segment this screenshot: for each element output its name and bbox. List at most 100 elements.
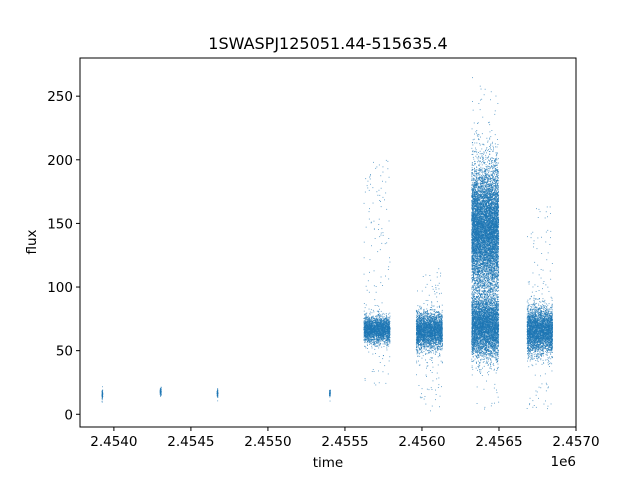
- data-point: [364, 313, 366, 315]
- data-point: [363, 332, 365, 333]
- data-point: [363, 320, 365, 322]
- data-point: [382, 339, 384, 340]
- data-point: [427, 346, 429, 348]
- data-point: [383, 330, 385, 332]
- data-point: [430, 324, 432, 326]
- data-point: [418, 315, 420, 317]
- data-point: [382, 371, 384, 373]
- data-point: [377, 328, 379, 330]
- data-point: [375, 338, 377, 340]
- data-point: [385, 340, 386, 341]
- data-point: [427, 318, 428, 319]
- data-point: [364, 320, 366, 322]
- data-point: [385, 192, 387, 194]
- data-point: [441, 340, 443, 342]
- data-point: [371, 335, 373, 337]
- data-point: [428, 313, 430, 315]
- data-point: [378, 347, 380, 349]
- data-point: [433, 325, 435, 327]
- data-point: [376, 340, 378, 342]
- data-point: [371, 330, 373, 331]
- data-point: [417, 343, 419, 345]
- data-point: [432, 319, 433, 321]
- data-point: [417, 312, 419, 314]
- data-point: [428, 334, 430, 336]
- data-point: [435, 321, 437, 323]
- data-point: [378, 229, 379, 230]
- data-point: [380, 187, 382, 189]
- data-point: [427, 332, 429, 334]
- data-point: [416, 338, 417, 340]
- data-point: [386, 349, 388, 351]
- data-point: [387, 337, 389, 339]
- data-point: [382, 323, 384, 325]
- data-point: [364, 338, 366, 340]
- data-point: [375, 346, 377, 347]
- data-point: [440, 346, 442, 347]
- data-point: [386, 323, 388, 325]
- data-point: [372, 331, 373, 333]
- data-point: [415, 309, 417, 311]
- data-point: [369, 311, 371, 313]
- data-point: [387, 345, 388, 347]
- data-point: [367, 335, 369, 337]
- data-point: [384, 333, 386, 334]
- data-point: [382, 319, 384, 321]
- data-point: [369, 343, 370, 345]
- data-point: [440, 319, 441, 321]
- data-point: [368, 332, 370, 334]
- data-point: [376, 328, 377, 330]
- data-point: [375, 323, 377, 324]
- data-point: [370, 222, 372, 224]
- data-point: [364, 336, 366, 338]
- data-point: [425, 349, 427, 351]
- data-point: [386, 330, 388, 332]
- data-point: [367, 329, 369, 331]
- data-point: [420, 333, 422, 335]
- data-point: [364, 313, 366, 315]
- data-point: [389, 335, 390, 337]
- data-point: [439, 329, 441, 331]
- data-point: [378, 315, 380, 317]
- data-point: [440, 338, 441, 340]
- data-point: [376, 331, 378, 333]
- data-point: [426, 322, 427, 324]
- data-point: [371, 320, 373, 322]
- data-point: [376, 332, 378, 334]
- data-point: [385, 328, 387, 330]
- data-point: [379, 194, 381, 196]
- data-point: [388, 176, 390, 178]
- data-point: [417, 310, 419, 312]
- data-point: [388, 322, 389, 323]
- data-point: [383, 333, 385, 335]
- data-point: [382, 324, 384, 326]
- data-point: [421, 344, 423, 346]
- data-point: [379, 324, 381, 326]
- data-point: [371, 335, 373, 337]
- data-point: [382, 343, 384, 345]
- data-point: [365, 335, 366, 337]
- data-point: [441, 333, 443, 334]
- data-point: [378, 336, 379, 337]
- data-point: [435, 350, 436, 352]
- data-point: [363, 303, 365, 304]
- data-point: [363, 318, 365, 319]
- data-point: [369, 337, 370, 339]
- data-point: [377, 320, 379, 322]
- data-point: [440, 330, 442, 331]
- data-point: [383, 324, 385, 326]
- data-point: [370, 339, 372, 341]
- data-point: [365, 316, 367, 318]
- data-point: [427, 330, 429, 332]
- data-point: [438, 327, 440, 329]
- data-point: [386, 321, 387, 323]
- data-point: [377, 194, 379, 196]
- data-point: [376, 343, 378, 344]
- data-point: [381, 334, 383, 336]
- data-point: [365, 317, 367, 318]
- data-point: [378, 336, 379, 338]
- data-point: [435, 319, 436, 320]
- data-point: [364, 314, 365, 316]
- data-point: [422, 355, 424, 357]
- data-point: [381, 334, 382, 336]
